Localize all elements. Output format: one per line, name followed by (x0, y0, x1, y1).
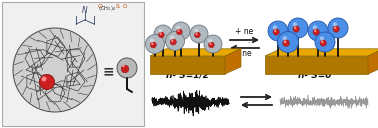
Circle shape (13, 28, 97, 112)
Circle shape (315, 32, 335, 52)
Text: - ne: - ne (237, 49, 252, 58)
Circle shape (333, 26, 339, 32)
Text: ⁻: ⁻ (248, 34, 250, 39)
Circle shape (172, 22, 190, 40)
Circle shape (150, 42, 156, 48)
Circle shape (121, 65, 129, 73)
Circle shape (170, 36, 174, 40)
Circle shape (195, 32, 200, 38)
Circle shape (293, 26, 299, 32)
Circle shape (209, 43, 211, 45)
Polygon shape (150, 49, 241, 56)
Circle shape (170, 39, 176, 45)
Circle shape (283, 40, 290, 46)
Circle shape (204, 35, 222, 53)
Circle shape (313, 25, 317, 30)
Circle shape (209, 42, 214, 48)
Text: + ne: + ne (235, 27, 254, 36)
Circle shape (151, 43, 153, 45)
Polygon shape (150, 56, 225, 74)
Circle shape (333, 22, 337, 27)
Circle shape (154, 25, 172, 43)
Polygon shape (225, 49, 241, 74)
Text: N: N (82, 6, 88, 15)
Circle shape (314, 30, 316, 32)
Circle shape (294, 27, 296, 29)
Circle shape (308, 21, 328, 41)
Circle shape (320, 40, 326, 46)
Circle shape (42, 77, 46, 82)
Text: ⁻: ⁻ (248, 42, 250, 47)
Circle shape (284, 41, 286, 43)
Text: O: O (98, 4, 102, 9)
Text: ($\mathdefault{CH_2}$)$\mathdefault{_4}$: ($\mathdefault{CH_2}$)$\mathdefault{_4}$ (98, 4, 116, 13)
Text: ≡: ≡ (102, 64, 114, 78)
Circle shape (277, 31, 299, 52)
FancyBboxPatch shape (2, 2, 144, 126)
Circle shape (146, 35, 164, 54)
Circle shape (117, 58, 137, 78)
Circle shape (334, 27, 336, 29)
Circle shape (293, 22, 297, 27)
Text: S: S (116, 4, 120, 9)
Circle shape (273, 25, 277, 30)
Circle shape (122, 65, 125, 67)
Circle shape (194, 29, 198, 33)
Circle shape (158, 32, 164, 38)
Circle shape (208, 39, 212, 43)
Circle shape (274, 30, 276, 32)
Circle shape (178, 30, 180, 32)
Circle shape (313, 29, 319, 35)
Circle shape (176, 26, 180, 30)
Polygon shape (265, 56, 368, 74)
Circle shape (171, 40, 174, 42)
Circle shape (190, 25, 208, 43)
Polygon shape (368, 49, 378, 74)
Circle shape (282, 36, 287, 41)
Circle shape (268, 21, 288, 41)
Text: n- S=1/2: n- S=1/2 (166, 71, 209, 80)
Circle shape (160, 33, 161, 35)
Text: O: O (123, 4, 127, 9)
Circle shape (166, 31, 184, 51)
Circle shape (273, 29, 279, 35)
Circle shape (150, 39, 154, 43)
Circle shape (39, 74, 54, 89)
Circle shape (158, 29, 162, 33)
Circle shape (321, 41, 323, 43)
Circle shape (288, 18, 308, 38)
Polygon shape (265, 49, 378, 56)
Circle shape (177, 29, 182, 35)
Circle shape (328, 18, 348, 38)
Text: n- S=0: n- S=0 (298, 71, 332, 80)
Circle shape (320, 36, 324, 41)
Circle shape (195, 33, 197, 35)
